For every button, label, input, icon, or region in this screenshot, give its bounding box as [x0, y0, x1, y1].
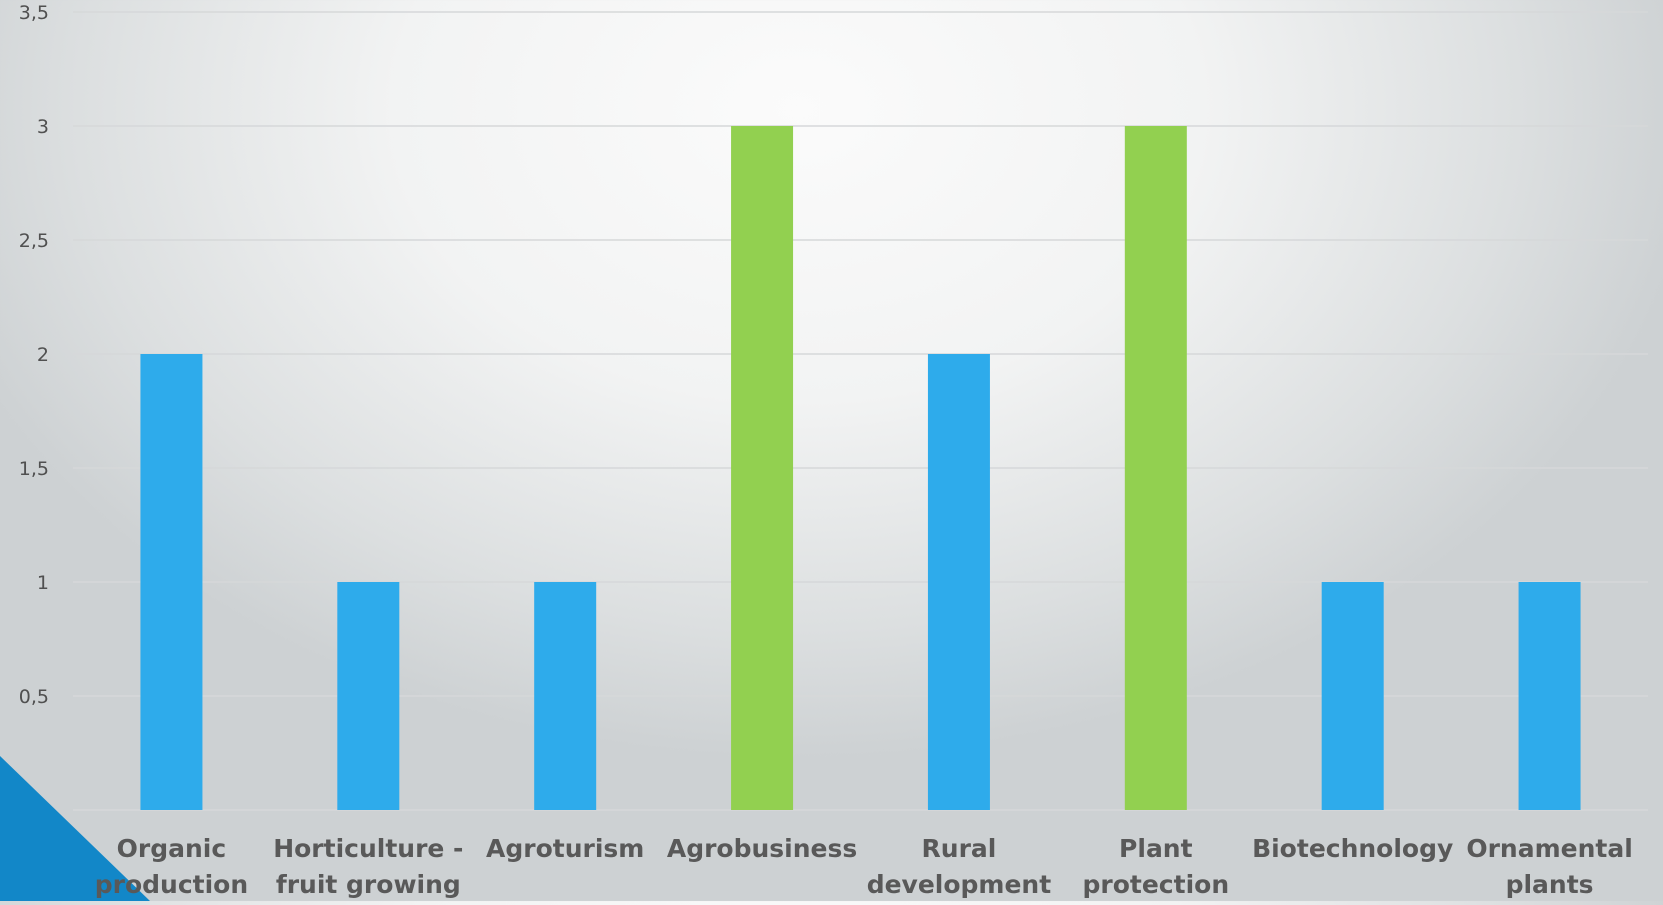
- bar: [534, 582, 597, 810]
- x-category-label: Ornamental: [1466, 834, 1632, 863]
- y-tick-label: 1,5: [19, 458, 49, 480]
- x-category-label: protection: [1083, 870, 1230, 899]
- y-tick-label: 3,5: [19, 2, 49, 24]
- gridlines: [73, 11, 1648, 811]
- x-category-label: fruit growing: [276, 870, 461, 899]
- x-category-label: production: [95, 870, 248, 899]
- corner-accent-triangle: [0, 756, 150, 901]
- y-tick-label: 3: [37, 116, 49, 138]
- x-category-label: Rural: [922, 834, 997, 863]
- bar: [140, 354, 203, 810]
- bar: [731, 126, 794, 810]
- x-category-label: plants: [1506, 870, 1594, 899]
- bar: [927, 354, 990, 810]
- y-tick-label: 1: [37, 572, 49, 594]
- x-category-label: Agrobusiness: [667, 834, 857, 863]
- x-category-label: Biotechnology: [1252, 834, 1453, 863]
- bar: [1321, 582, 1384, 810]
- bar: [1124, 126, 1187, 810]
- y-tick-label: 2,5: [19, 230, 49, 252]
- y-tick-label: 2: [37, 344, 49, 366]
- x-category-label: Organic: [117, 834, 227, 863]
- x-category-label: Horticulture -: [273, 834, 463, 863]
- x-category-label: development: [867, 870, 1052, 899]
- bar: [337, 582, 400, 810]
- x-category-label: Plant: [1119, 834, 1193, 863]
- x-axis-category-labels: Organic production Horticulture - fruit gro…: [95, 834, 1633, 899]
- y-axis-tick-labels: 00,511,522,533,5: [19, 2, 49, 822]
- x-category-label: Agroturism: [486, 834, 644, 863]
- bars: [140, 126, 1581, 810]
- bar: [1518, 582, 1581, 810]
- y-tick-label: 0,5: [19, 686, 49, 708]
